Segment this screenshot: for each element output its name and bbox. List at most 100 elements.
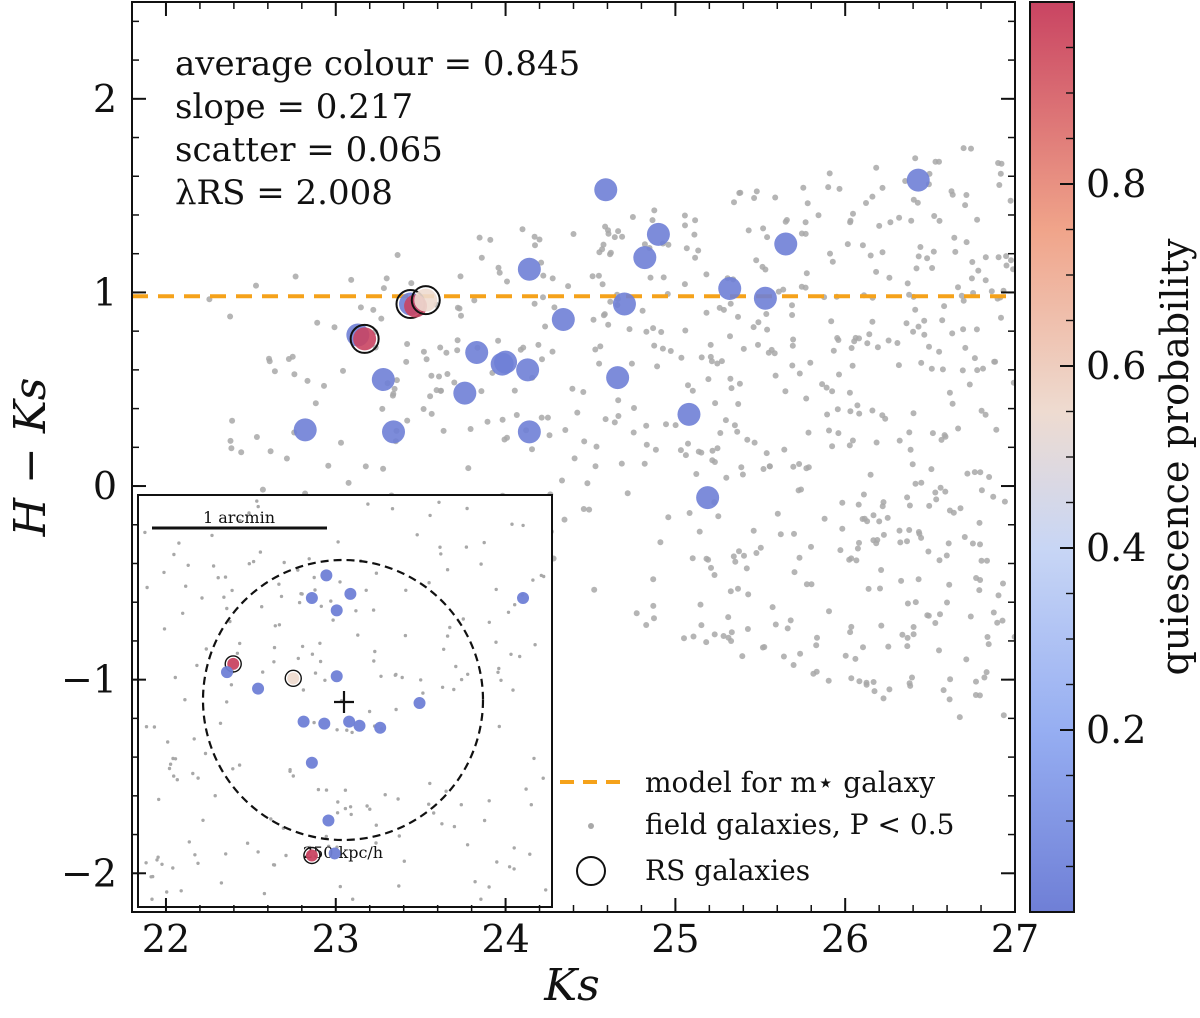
- field-galaxy-point: [571, 455, 578, 462]
- field-galaxy-point: [824, 411, 831, 418]
- field-galaxy-point: [626, 326, 633, 333]
- field-galaxy-point: [937, 611, 943, 618]
- inset-field-point: [365, 804, 369, 808]
- inset-field-point: [338, 884, 342, 889]
- field-galaxy-point: [869, 407, 876, 414]
- inset-field-point: [213, 794, 217, 798]
- field-galaxy-point: [978, 487, 985, 494]
- field-galaxy-point: [559, 477, 565, 484]
- field-galaxy-point: [650, 602, 657, 609]
- field-galaxy-point: [780, 653, 787, 660]
- field-galaxy-point: [532, 242, 538, 249]
- field-galaxy-point: [884, 514, 891, 521]
- inset-field-point: [173, 757, 178, 761]
- field-galaxy-point: [478, 254, 485, 261]
- field-galaxy-point: [753, 550, 760, 556]
- field-galaxy-point: [443, 349, 450, 356]
- inset-field-point: [145, 585, 149, 590]
- inset-field-point: [181, 611, 185, 615]
- cluster-member-point: [465, 340, 489, 364]
- field-galaxy-point: [886, 274, 893, 281]
- field-galaxy-point: [856, 678, 863, 685]
- field-galaxy-point: [304, 377, 311, 384]
- field-galaxy-point: [456, 305, 463, 312]
- inset-field-point: [231, 767, 235, 771]
- field-galaxy-point: [628, 360, 635, 367]
- field-galaxy-point: [863, 681, 870, 688]
- inset-field-point: [442, 647, 446, 651]
- inset-member-point: [320, 569, 333, 582]
- inset-field-point: [160, 862, 164, 866]
- field-galaxy-point: [314, 319, 321, 326]
- inset-field-point: [238, 518, 242, 523]
- field-galaxy-point: [596, 360, 603, 367]
- field-galaxy-point: [370, 306, 377, 313]
- inset-field-point: [224, 852, 228, 856]
- field-galaxy-point: [736, 548, 742, 555]
- field-galaxy-point: [926, 343, 932, 350]
- inset-field-point: [354, 609, 358, 613]
- field-galaxy-point: [744, 626, 751, 632]
- field-galaxy-point: [760, 225, 767, 232]
- legend-model-label: model for m⋆ galaxy: [645, 766, 935, 799]
- cluster-member-point: [646, 222, 670, 246]
- inset-field-point: [383, 793, 387, 797]
- field-galaxy-point: [982, 411, 989, 418]
- field-galaxy-point: [949, 400, 956, 407]
- field-galaxy-point: [826, 170, 833, 177]
- field-galaxy-point: [915, 576, 922, 583]
- field-galaxy-point: [939, 317, 946, 324]
- field-galaxy-point: [651, 207, 658, 214]
- field-galaxy-point: [995, 592, 1002, 599]
- field-galaxy-point: [848, 623, 855, 630]
- field-galaxy-point: [602, 223, 609, 230]
- inset-field-point: [531, 578, 535, 582]
- inset-field-point: [256, 850, 260, 854]
- field-galaxy-point: [910, 328, 917, 335]
- field-galaxy-point: [789, 312, 796, 318]
- inset-field-point: [313, 671, 318, 675]
- field-galaxy-point: [781, 446, 788, 453]
- field-galaxy-point: [790, 336, 797, 343]
- field-galaxy-point: [836, 185, 843, 192]
- field-galaxy-point: [856, 335, 862, 342]
- inset-field-point: [336, 540, 340, 544]
- inset-field-point: [445, 568, 450, 572]
- field-galaxy-point: [813, 642, 820, 649]
- field-galaxy-point: [496, 269, 503, 276]
- inset-field-point: [218, 721, 223, 725]
- field-galaxy-point: [804, 200, 811, 207]
- inset-field-point: [168, 762, 173, 766]
- field-galaxy-point: [805, 429, 812, 436]
- field-galaxy-point: [836, 371, 842, 378]
- field-galaxy-point: [663, 421, 669, 428]
- field-galaxy-point: [651, 342, 658, 349]
- field-galaxy-point: [829, 388, 836, 395]
- inset-member-point: [287, 672, 300, 685]
- field-galaxy-point: [791, 569, 798, 576]
- colorbar-label: quiescence probability: [1153, 238, 1197, 675]
- field-galaxy-point: [867, 471, 874, 478]
- field-galaxy-point: [926, 502, 933, 509]
- colorbar-ticks: 0.2 0.4 0.6 0.8: [1060, 46, 1146, 868]
- field-galaxy-point: [760, 466, 767, 472]
- field-galaxy-point: [847, 408, 854, 415]
- inset-field-point: [229, 683, 234, 687]
- field-galaxy-point: [943, 552, 950, 559]
- cluster-member-point: [633, 246, 657, 270]
- field-galaxy-point: [1000, 580, 1006, 587]
- inset-field-point: [310, 652, 315, 656]
- field-galaxy-point: [436, 373, 442, 380]
- field-galaxy-point: [501, 436, 508, 443]
- inset-rs-ring: [284, 669, 302, 688]
- inset-field-point: [487, 885, 491, 889]
- field-galaxy-point: [960, 145, 967, 152]
- field-galaxy-point: [946, 581, 953, 588]
- field-galaxy-point: [751, 439, 758, 446]
- field-galaxy-point: [467, 426, 474, 432]
- field-galaxy-point: [925, 548, 932, 555]
- inset-field-point: [371, 608, 376, 612]
- field-galaxy-point: [549, 275, 556, 282]
- field-galaxy-point: [988, 288, 995, 295]
- field-galaxy-point: [879, 249, 886, 256]
